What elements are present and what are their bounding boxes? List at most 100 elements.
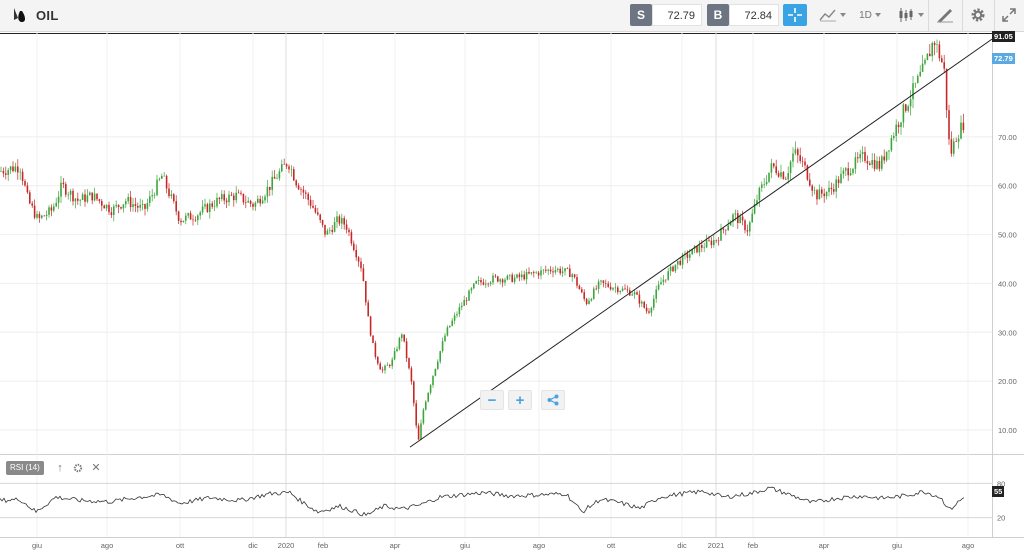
arrow-up-icon[interactable]: ↑ <box>57 462 63 474</box>
candle-body <box>177 211 180 221</box>
candle-body <box>881 156 883 169</box>
chart-style-button[interactable] <box>815 4 849 26</box>
y-tick-label: 60.00 <box>998 182 1017 191</box>
candle-body <box>295 180 297 186</box>
candle-body <box>727 225 729 231</box>
candle-body <box>725 229 727 231</box>
candle-body <box>499 279 501 282</box>
candle-body <box>36 213 38 218</box>
sell-price[interactable]: 72.79 <box>652 4 702 26</box>
candle-body <box>677 260 679 265</box>
candle-body <box>864 151 866 162</box>
x-tick-label: dic <box>248 541 258 550</box>
buy-price[interactable]: 72.84 <box>729 4 779 26</box>
candle-body <box>192 219 194 221</box>
x-tick-label: ago <box>962 541 975 550</box>
candle-body <box>175 201 177 212</box>
candle-body <box>578 285 581 290</box>
candle-body <box>907 106 909 111</box>
candle-body <box>746 230 749 232</box>
settings-button[interactable] <box>966 4 990 26</box>
candle-body <box>681 254 684 265</box>
max-price-tag: 91.05 <box>992 31 1015 42</box>
candle-body <box>410 368 413 382</box>
candle-body <box>643 301 645 308</box>
candle-body <box>146 203 149 209</box>
candle-body <box>451 320 453 326</box>
candle-body <box>125 201 127 205</box>
share-button[interactable] <box>541 390 565 410</box>
candle-body <box>931 43 933 57</box>
zoom-out-button[interactable]: − <box>480 390 504 410</box>
candle-body <box>336 216 338 223</box>
candle-body <box>890 138 893 151</box>
candle-body <box>821 189 823 194</box>
candle-body <box>917 76 919 83</box>
candle-body <box>67 194 69 196</box>
chart-type-button[interactable] <box>893 4 927 26</box>
candle-body <box>744 220 746 231</box>
candle-body <box>777 173 780 177</box>
candle-body <box>230 194 233 196</box>
crosshair-button[interactable] <box>783 4 807 26</box>
candle-body <box>489 282 492 285</box>
candle-body <box>110 212 113 215</box>
candle-body <box>326 230 329 235</box>
drawing-tools-button[interactable] <box>932 4 958 26</box>
candle-body <box>729 221 732 226</box>
candle-body <box>830 187 833 190</box>
rsi-settings-button[interactable] <box>72 461 84 475</box>
candle-body <box>321 220 324 225</box>
candle-body <box>609 286 612 290</box>
candle-body <box>324 224 326 235</box>
candle-body <box>893 135 895 139</box>
candle-body <box>355 250 357 258</box>
candle-body <box>686 253 689 258</box>
sell-label[interactable]: S <box>630 4 652 26</box>
candle-body <box>869 163 871 165</box>
candle-body <box>588 300 590 305</box>
candle-body <box>564 268 566 272</box>
buy-label[interactable]: B <box>707 4 729 26</box>
candle-body <box>101 201 103 206</box>
candle-body <box>408 358 410 369</box>
candle-body <box>163 175 165 177</box>
candle-body <box>69 190 72 195</box>
rsi-level-label: 80 <box>997 479 1005 488</box>
candle-body <box>338 216 341 224</box>
candle-body <box>878 160 881 169</box>
candle-body <box>535 272 537 274</box>
candle-body <box>137 205 139 208</box>
candle-body <box>739 216 741 224</box>
candle-body <box>943 62 945 69</box>
zoom-in-button[interactable]: + <box>508 390 532 410</box>
candle-body <box>866 161 869 164</box>
candle-body <box>540 270 542 276</box>
fullscreen-button[interactable] <box>997 4 1021 26</box>
candle-body <box>655 289 657 299</box>
candle-body <box>276 178 278 180</box>
candle-body <box>525 271 528 280</box>
candle-body <box>17 166 19 173</box>
candle-body <box>432 375 434 386</box>
price-chart[interactable]: 10.00 20.00 30.00 40.00 50.00 60.00 70.00 giu ag… <box>0 32 1024 557</box>
candle-body <box>506 275 509 280</box>
candle-body <box>77 198 79 201</box>
candle-body <box>367 302 369 317</box>
candle-body <box>386 365 389 366</box>
candle-body <box>218 197 221 200</box>
candle-body <box>763 184 765 185</box>
candle-body <box>941 58 943 63</box>
candle-body <box>756 200 758 205</box>
candle-body <box>857 157 859 159</box>
chart-toolbar: OIL S 72.79 B 72.84 1D <box>0 0 1024 32</box>
candle-body <box>379 363 381 370</box>
candle-body <box>60 182 62 197</box>
close-icon[interactable]: ✕ <box>91 462 101 474</box>
candle-body <box>384 365 386 371</box>
candle-body <box>353 243 355 251</box>
candle-body <box>653 298 655 308</box>
candle-body <box>641 301 643 304</box>
candle-body <box>259 198 261 204</box>
timeframe-select[interactable]: 1D <box>856 4 884 26</box>
